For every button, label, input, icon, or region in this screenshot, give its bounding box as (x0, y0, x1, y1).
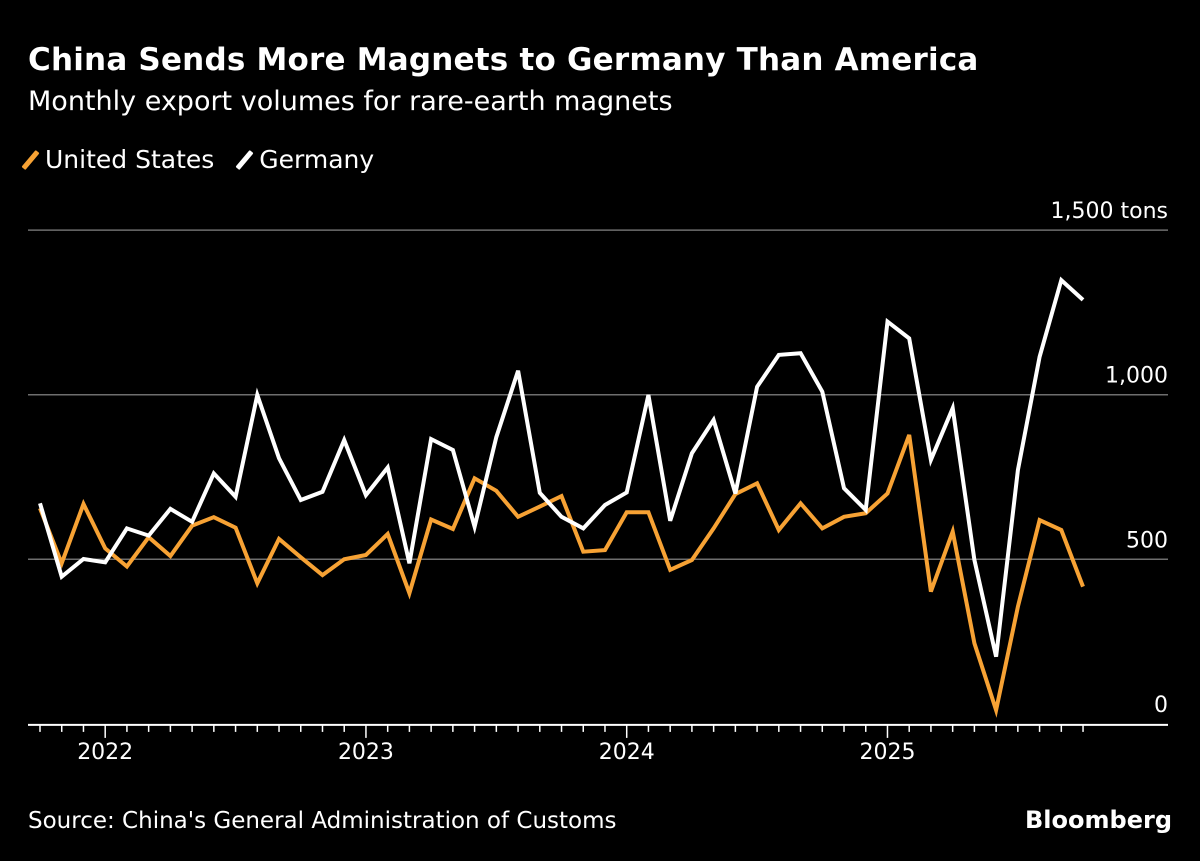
x-tick-label: 2023 (338, 740, 394, 765)
y-tick-label: 1,500 tons (1051, 199, 1168, 224)
legend: United States Germany (21, 145, 375, 174)
legend-item-united-states: United States (21, 145, 215, 174)
x-tick-label: 2025 (859, 740, 915, 765)
y-tick-label: 1,000 (1105, 364, 1168, 389)
series-line-germany (38, 276, 1085, 658)
series-line-united-states (38, 434, 1085, 718)
y-tick-label: 500 (1126, 528, 1168, 553)
x-tick-label: 2022 (77, 740, 133, 765)
chart-subtitle: Monthly export volumes for rare-earth ma… (28, 86, 673, 117)
legend-item-germany: Germany (235, 145, 375, 174)
chart-title: China Sends More Magnets to Germany Than… (28, 42, 979, 78)
source-note: Source: China's General Administration o… (28, 808, 617, 834)
y-tick-label: 0 (1154, 693, 1168, 718)
legend-label: United States (45, 145, 215, 174)
x-tick-label: 2024 (599, 740, 655, 765)
bloomberg-logo: Bloomberg (1025, 806, 1172, 834)
legend-label: Germany (259, 145, 375, 174)
